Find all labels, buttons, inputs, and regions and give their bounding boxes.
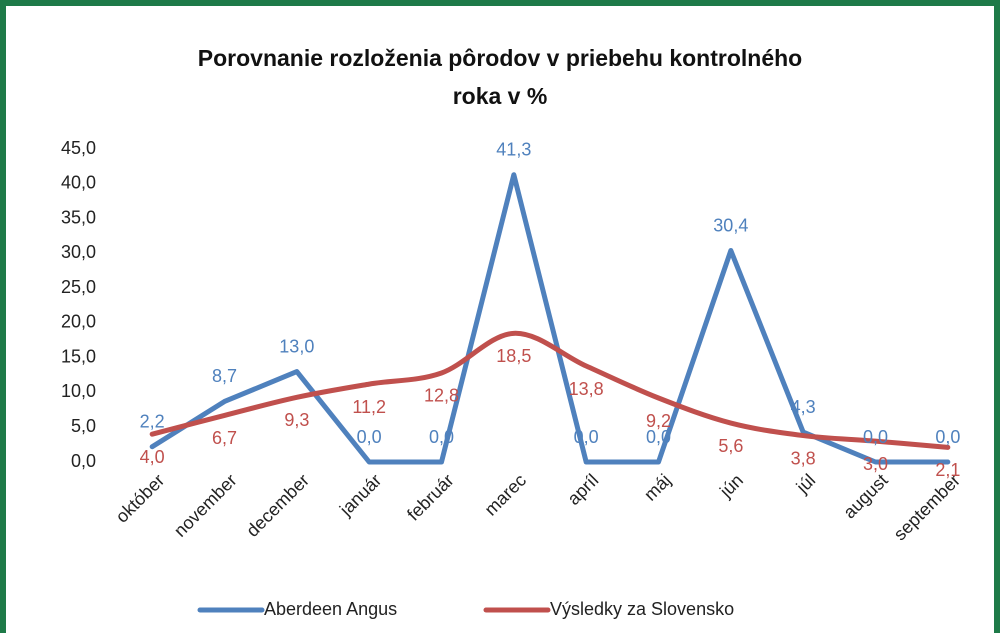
data-label: 6,7 (212, 428, 237, 448)
chart-title: roka v % (453, 83, 548, 109)
chart-title: Porovnanie rozloženia pôrodov v priebehu… (198, 45, 802, 71)
data-label: 0,0 (935, 427, 960, 447)
data-label: 0,0 (357, 427, 382, 447)
data-label: 9,2 (646, 411, 671, 431)
data-label: 18,5 (496, 346, 531, 366)
y-tick-label: 10,0 (61, 381, 96, 401)
data-label: 13,8 (569, 379, 604, 399)
data-label: 3,0 (863, 454, 888, 474)
data-label: 41,3 (496, 139, 531, 159)
data-label: 0,0 (429, 427, 454, 447)
y-tick-label: 40,0 (61, 173, 96, 193)
legend-label: Aberdeen Angus (264, 599, 397, 619)
y-tick-label: 20,0 (61, 312, 96, 332)
y-tick-label: 25,0 (61, 277, 96, 297)
data-label: 0,0 (574, 427, 599, 447)
data-label: 4,3 (791, 397, 816, 417)
y-tick-label: 5,0 (71, 416, 96, 436)
data-label: 9,3 (284, 410, 309, 430)
data-label: 0,0 (863, 427, 888, 447)
data-label: 11,2 (352, 397, 386, 417)
y-tick-label: 45,0 (61, 138, 96, 158)
y-tick-label: 0,0 (71, 451, 96, 471)
data-label: 4,0 (140, 447, 165, 467)
data-label: 2,2 (140, 411, 165, 431)
data-label: 8,7 (212, 366, 237, 386)
y-tick-label: 35,0 (61, 207, 96, 227)
y-tick-label: 15,0 (61, 346, 96, 366)
legend-label: Výsledky za Slovensko (550, 599, 734, 619)
data-label: 3,8 (791, 448, 816, 468)
data-label: 0,0 (646, 427, 671, 447)
data-label: 13,0 (279, 336, 314, 356)
series-line (149, 330, 951, 450)
data-label: 5,6 (718, 436, 743, 456)
data-label: 2,1 (935, 460, 960, 480)
data-label: 30,4 (713, 215, 748, 235)
y-tick-label: 30,0 (61, 242, 96, 262)
data-label: 12,8 (424, 386, 459, 406)
